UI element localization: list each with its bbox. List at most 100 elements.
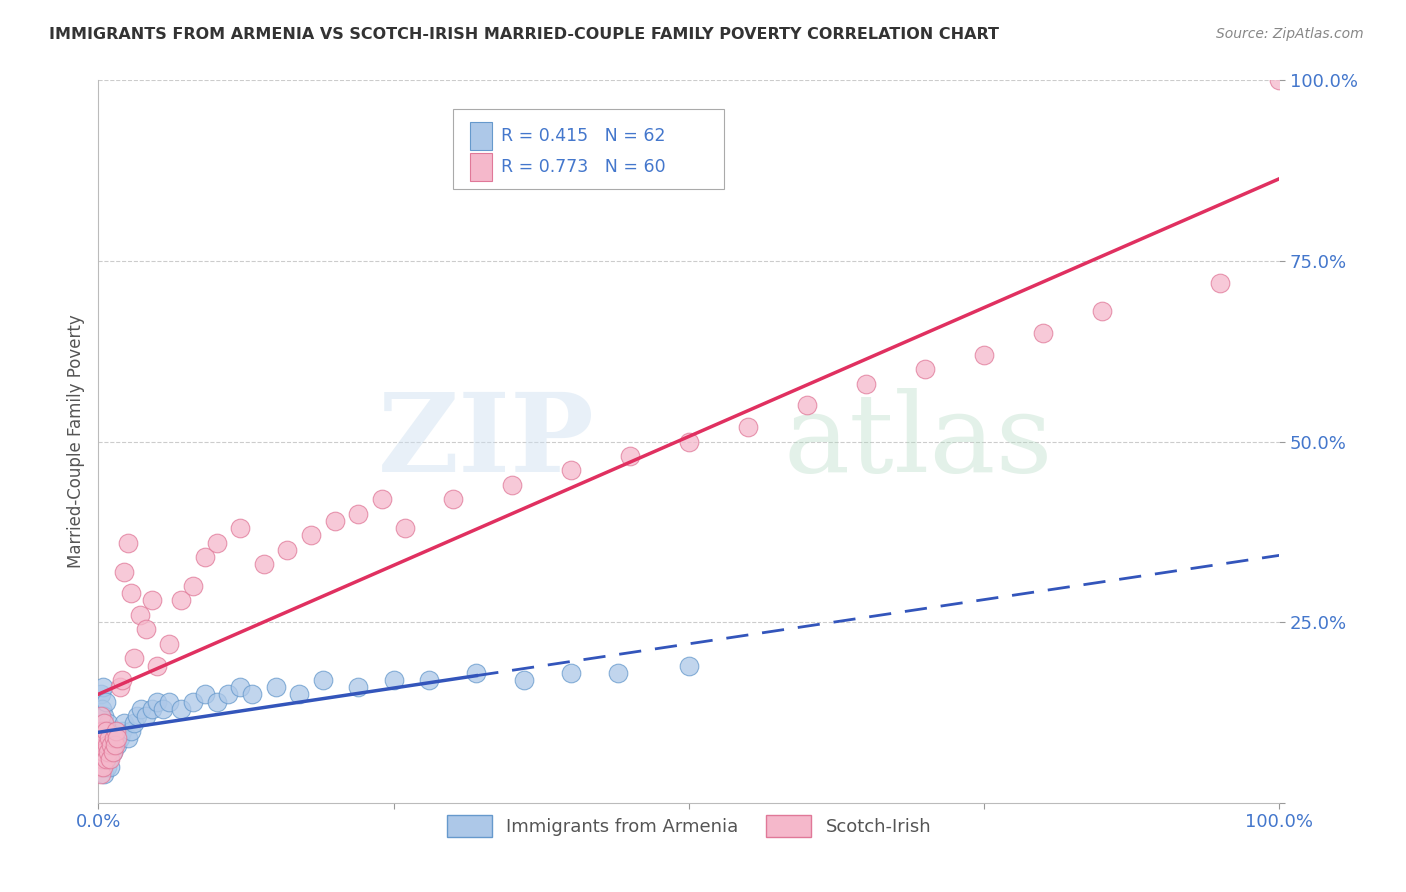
Point — [264, 680, 287, 694]
Point — [217, 687, 239, 701]
Point — [93, 709, 115, 723]
Point — [229, 521, 252, 535]
Point — [141, 593, 163, 607]
Point — [89, 731, 111, 745]
Point — [101, 745, 124, 759]
Point — [973, 348, 995, 362]
Point — [108, 731, 131, 745]
Point — [89, 760, 111, 774]
Text: R = 0.415   N = 62: R = 0.415 N = 62 — [501, 127, 665, 145]
Point — [1209, 276, 1232, 290]
Point — [347, 507, 370, 521]
Point — [91, 731, 114, 745]
Text: Source: ZipAtlas.com: Source: ZipAtlas.com — [1216, 27, 1364, 41]
Point — [104, 738, 127, 752]
Point — [89, 709, 111, 723]
Point — [170, 593, 193, 607]
Point — [91, 752, 114, 766]
Point — [394, 521, 416, 535]
Point — [91, 702, 114, 716]
Point — [100, 731, 122, 745]
Point — [157, 637, 180, 651]
Point — [94, 723, 117, 738]
Point — [90, 687, 112, 701]
Point — [418, 673, 440, 687]
Point — [512, 673, 534, 687]
Text: atlas: atlas — [783, 388, 1053, 495]
Point — [98, 760, 121, 774]
Bar — [471, 153, 492, 181]
Point — [796, 398, 818, 412]
Point — [855, 376, 877, 391]
Point — [382, 673, 405, 687]
Point — [347, 680, 370, 694]
Y-axis label: Married-Couple Family Poverty: Married-Couple Family Poverty — [66, 315, 84, 568]
Point — [170, 702, 193, 716]
Point — [129, 702, 152, 716]
Point — [93, 738, 115, 752]
Legend: Immigrants from Armenia, Scotch-Irish: Immigrants from Armenia, Scotch-Irish — [440, 808, 938, 845]
Point — [465, 665, 488, 680]
Point — [240, 687, 263, 701]
Point — [104, 731, 127, 745]
Point — [157, 695, 180, 709]
Point — [122, 716, 145, 731]
Point — [90, 723, 112, 738]
Point — [141, 702, 163, 716]
Point — [121, 586, 143, 600]
Point — [146, 695, 169, 709]
Point — [98, 731, 121, 745]
Point — [441, 492, 464, 507]
Point — [117, 535, 139, 549]
Point — [108, 680, 131, 694]
Point — [371, 492, 394, 507]
Point — [181, 579, 204, 593]
Point — [98, 752, 121, 766]
Point — [98, 738, 121, 752]
Point — [678, 434, 700, 449]
Point — [194, 687, 217, 701]
Point — [112, 716, 135, 731]
Point — [94, 695, 117, 709]
Point — [100, 738, 122, 752]
Point — [121, 723, 143, 738]
Point — [914, 362, 936, 376]
Point — [89, 738, 111, 752]
Point — [619, 449, 641, 463]
Point — [98, 723, 121, 738]
Point — [737, 420, 759, 434]
Point — [93, 716, 115, 731]
Point — [91, 760, 114, 774]
Text: IMMIGRANTS FROM ARMENIA VS SCOTCH-IRISH MARRIED-COUPLE FAMILY POVERTY CORRELATIO: IMMIGRANTS FROM ARMENIA VS SCOTCH-IRISH … — [49, 27, 1000, 42]
Point — [607, 665, 630, 680]
Point — [560, 665, 582, 680]
Point — [93, 745, 115, 759]
Point — [194, 550, 217, 565]
Point — [94, 752, 117, 766]
Point — [96, 738, 118, 752]
Point — [1268, 73, 1291, 87]
Point — [94, 752, 117, 766]
Point — [181, 695, 204, 709]
Point — [105, 723, 128, 738]
FancyBboxPatch shape — [453, 109, 724, 189]
Point — [101, 745, 124, 759]
Point — [90, 752, 112, 766]
Point — [323, 514, 346, 528]
Point — [135, 623, 157, 637]
Point — [229, 680, 252, 694]
Point — [90, 709, 112, 723]
Point — [97, 745, 120, 759]
Point — [91, 760, 114, 774]
Bar — [471, 122, 492, 150]
Point — [312, 673, 335, 687]
Point — [1091, 304, 1114, 318]
Point — [96, 731, 118, 745]
Point — [122, 651, 145, 665]
Point — [97, 745, 120, 759]
Point — [91, 723, 114, 738]
Point — [276, 542, 298, 557]
Point — [91, 716, 114, 731]
Point — [111, 723, 134, 738]
Point — [91, 731, 114, 745]
